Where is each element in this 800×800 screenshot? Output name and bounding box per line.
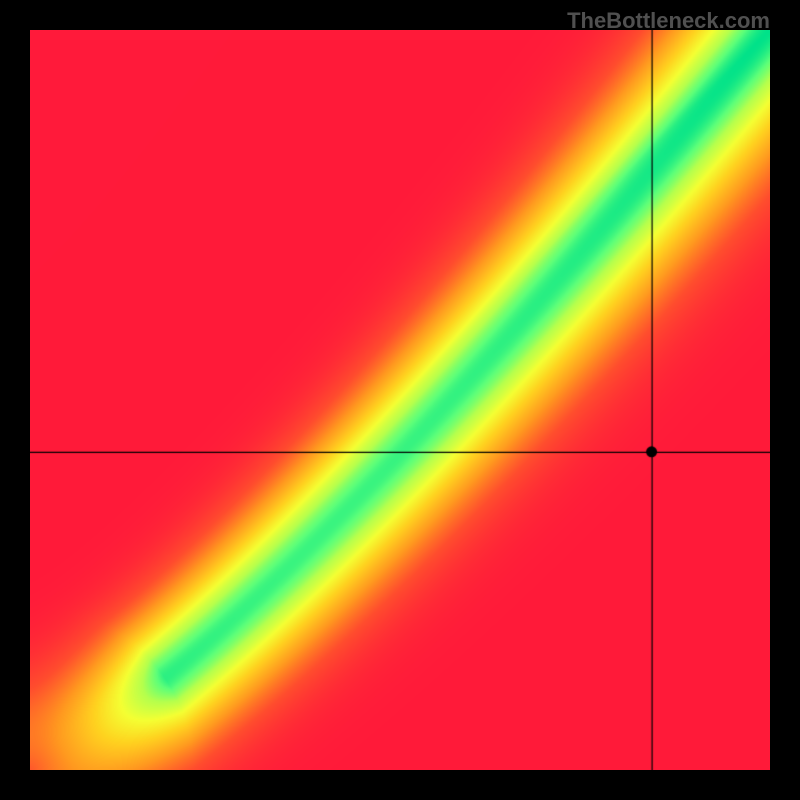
watermark-text: TheBottleneck.com [567, 8, 770, 34]
figure-container: TheBottleneck.com [0, 0, 800, 800]
bottleneck-heatmap [30, 30, 770, 770]
